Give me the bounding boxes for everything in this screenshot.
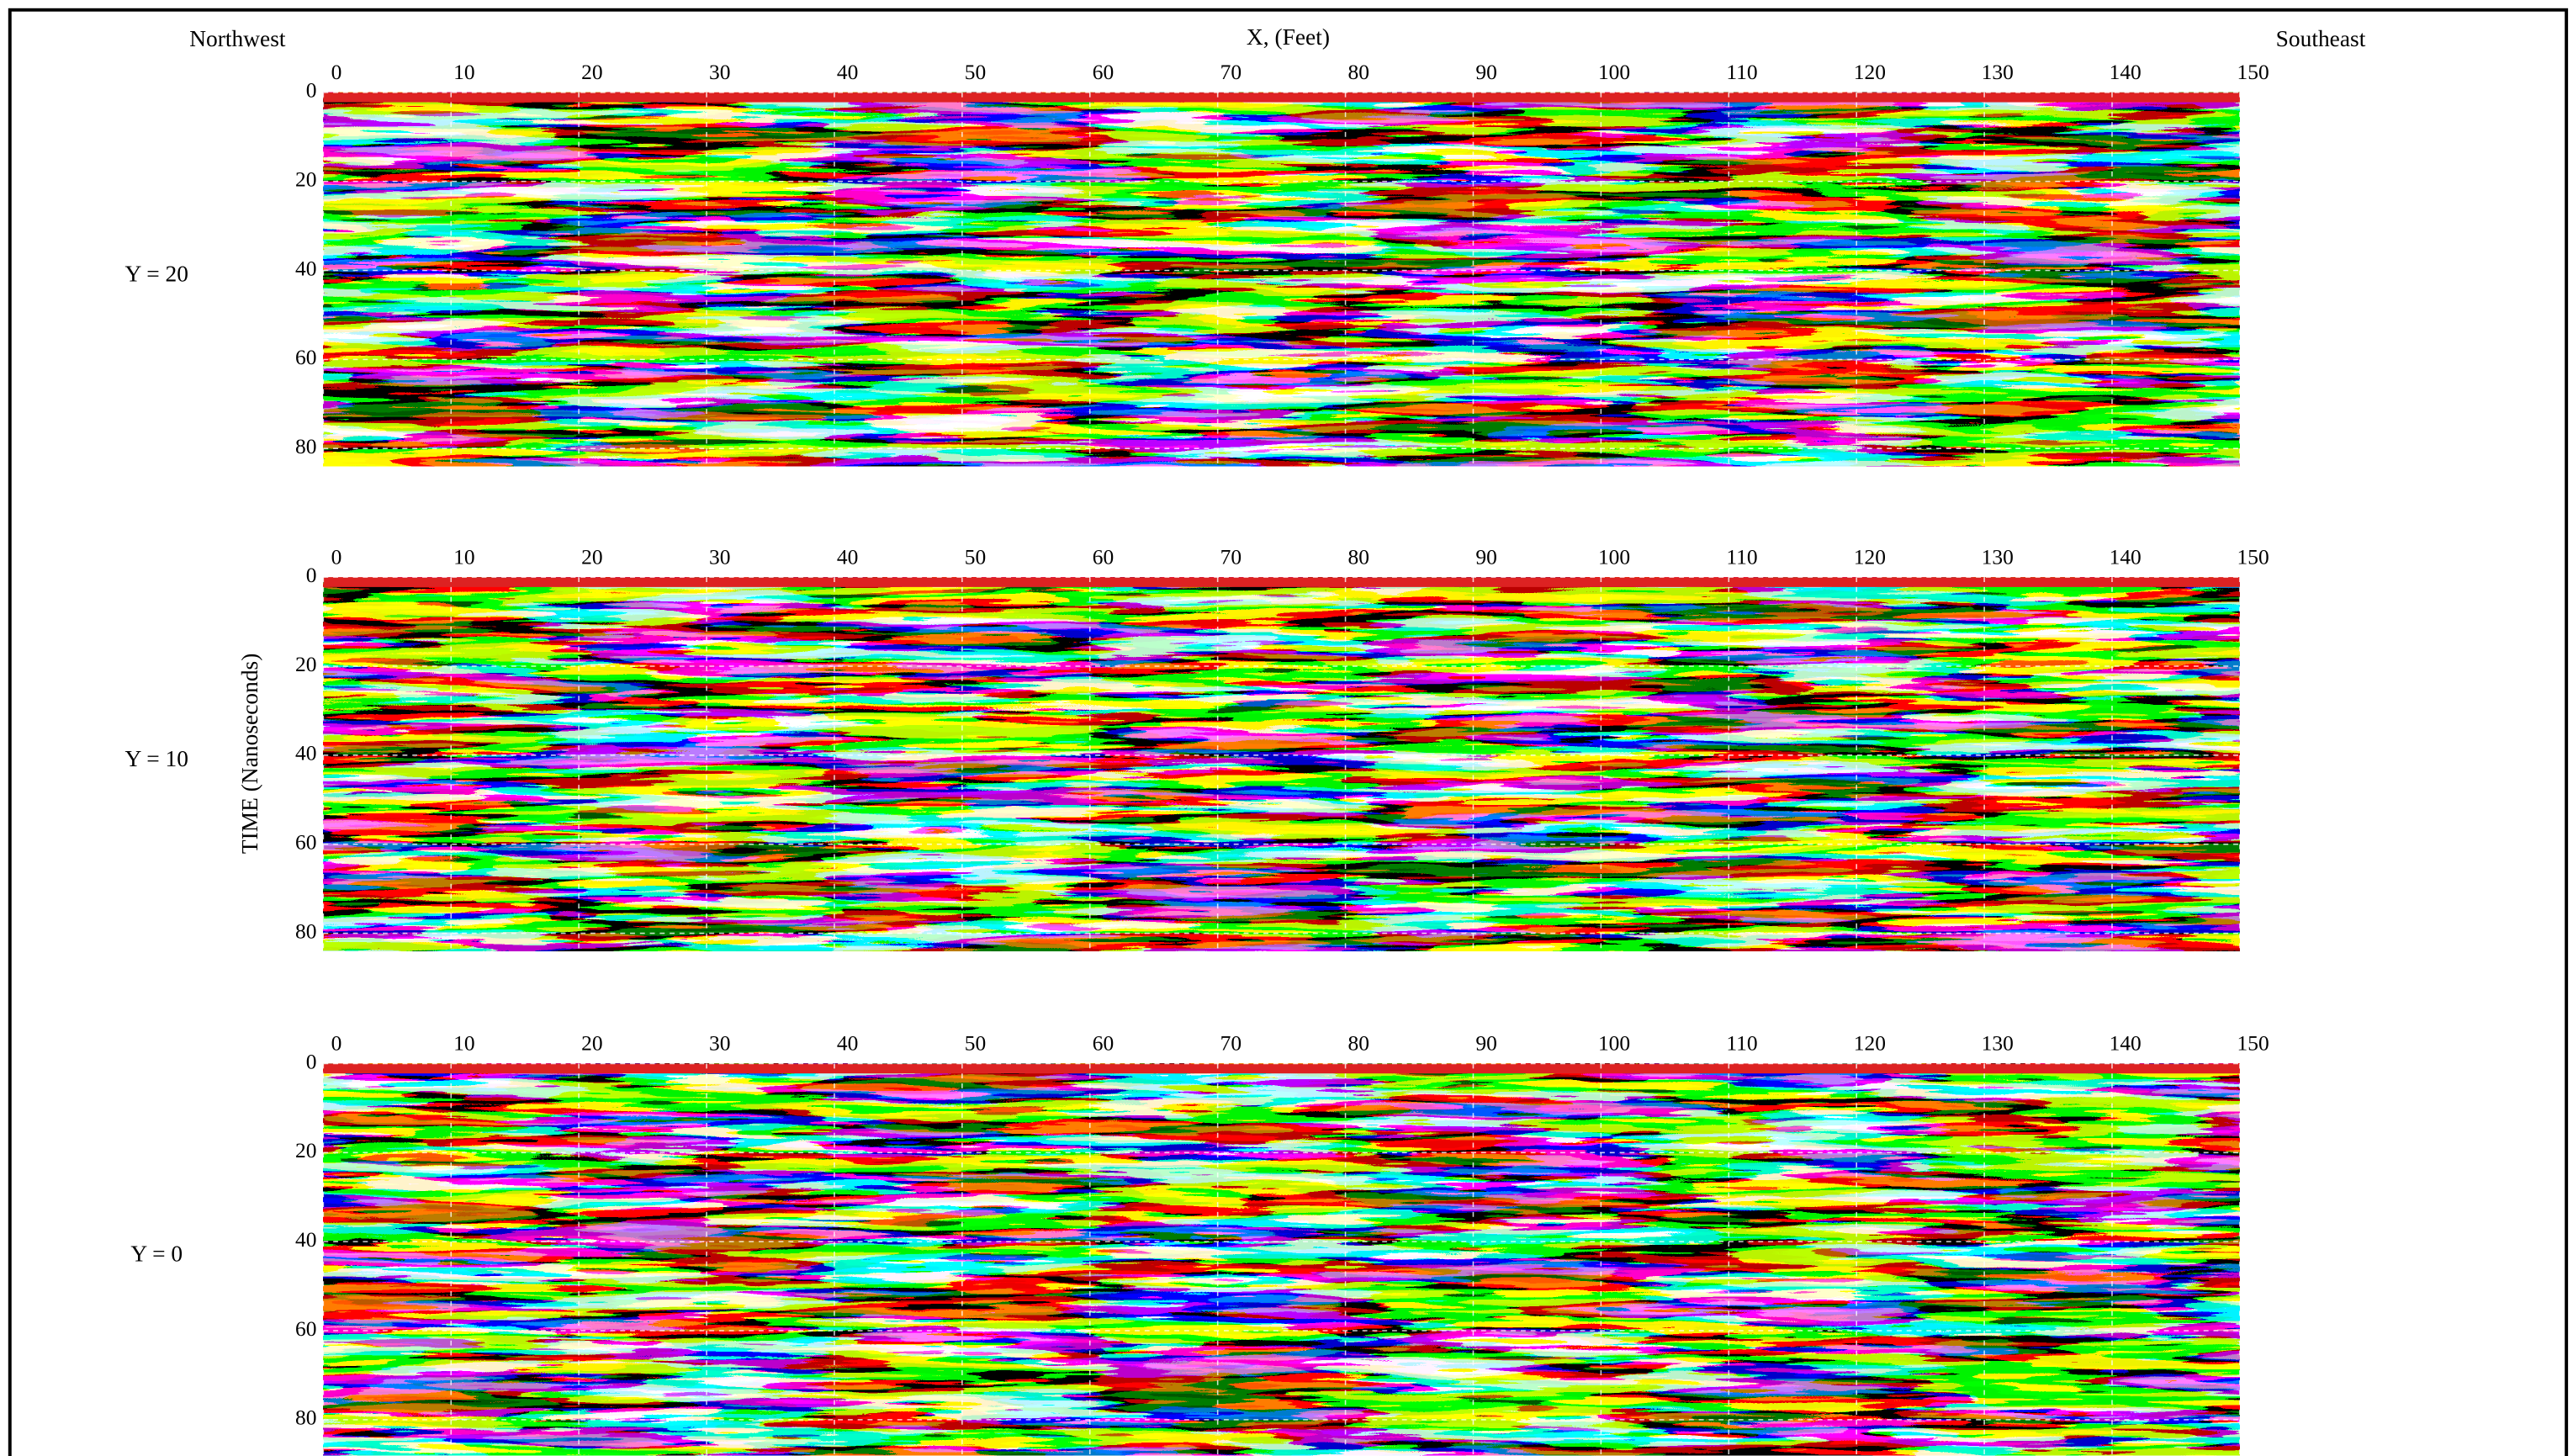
x-tick-label: 10 bbox=[453, 60, 474, 84]
y-tick-label: 60 bbox=[295, 345, 316, 369]
x-tick-label: 140 bbox=[2110, 544, 2142, 569]
x-tick-label: 120 bbox=[1854, 60, 1886, 84]
x-tick-label: 120 bbox=[1854, 544, 1886, 569]
x-tick-label: 150 bbox=[2237, 60, 2269, 84]
panel-label: Y = 0 bbox=[130, 1242, 183, 1267]
x-tick-label: 0 bbox=[331, 1031, 342, 1056]
x-tick-label: 80 bbox=[1348, 544, 1369, 569]
y-tick-label: 20 bbox=[295, 167, 316, 191]
panel-label: Y = 20 bbox=[125, 261, 188, 286]
x-tick-label: 90 bbox=[1475, 60, 1496, 84]
x-tick-label: 150 bbox=[2237, 1031, 2269, 1056]
y-tick-label: 0 bbox=[306, 1049, 317, 1073]
x-tick-label: 60 bbox=[1093, 544, 1114, 569]
x-tick-label: 20 bbox=[581, 60, 602, 84]
y-tick-label: 40 bbox=[295, 741, 316, 765]
x-tick-label: 110 bbox=[1726, 1031, 1757, 1056]
x-tick-label: 130 bbox=[1982, 1031, 2014, 1056]
y-tick-label: 80 bbox=[295, 434, 316, 458]
x-tick-label: 10 bbox=[453, 544, 474, 569]
x-tick-label: 110 bbox=[1726, 60, 1757, 84]
x-tick-label: 30 bbox=[709, 544, 730, 569]
y-tick-label: 20 bbox=[295, 652, 316, 676]
x-tick-label: 20 bbox=[581, 1031, 602, 1056]
x-tick-label: 100 bbox=[1598, 1031, 1630, 1056]
y-tick-label: 80 bbox=[295, 1406, 316, 1430]
y-tick-label: 60 bbox=[295, 830, 316, 855]
x-tick-label: 70 bbox=[1220, 544, 1241, 569]
x-tick-label: 90 bbox=[1475, 544, 1496, 569]
x-tick-label: 70 bbox=[1220, 60, 1241, 84]
x-axis-title: X, (Feet) bbox=[1247, 24, 1330, 50]
x-tick-label: 50 bbox=[965, 1031, 986, 1056]
left-direction: Northwest bbox=[189, 26, 286, 51]
x-tick-label: 100 bbox=[1598, 60, 1630, 84]
y-tick-label: 80 bbox=[295, 919, 316, 943]
x-tick-label: 30 bbox=[709, 1031, 730, 1056]
x-tick-label: 80 bbox=[1348, 1031, 1369, 1056]
y-tick-label: 40 bbox=[295, 1227, 316, 1252]
x-tick-label: 10 bbox=[453, 1031, 474, 1056]
x-tick-label: 50 bbox=[965, 60, 986, 84]
surface-band bbox=[323, 1063, 2240, 1074]
frame bbox=[8, 8, 2569, 1456]
x-tick-label: 20 bbox=[581, 544, 602, 569]
x-tick-label: 0 bbox=[331, 544, 342, 569]
x-tick-label: 90 bbox=[1475, 1031, 1496, 1056]
x-tick-label: 40 bbox=[837, 544, 858, 569]
x-tick-label: 110 bbox=[1726, 544, 1757, 569]
x-tick-label: 150 bbox=[2237, 544, 2269, 569]
surface-band bbox=[323, 92, 2240, 103]
x-tick-label: 140 bbox=[2110, 60, 2142, 84]
x-tick-label: 0 bbox=[331, 60, 342, 84]
x-tick-label: 60 bbox=[1093, 60, 1114, 84]
x-tick-label: 60 bbox=[1093, 1031, 1114, 1056]
y-tick-label: 40 bbox=[295, 256, 316, 280]
surface-band bbox=[323, 577, 2240, 587]
x-tick-label: 130 bbox=[1982, 60, 2014, 84]
x-tick-label: 130 bbox=[1982, 544, 2014, 569]
x-tick-label: 100 bbox=[1598, 544, 1630, 569]
panel-label: Y = 10 bbox=[125, 746, 188, 771]
x-tick-label: 70 bbox=[1220, 1031, 1241, 1056]
y-tick-label: 60 bbox=[295, 1316, 316, 1341]
radargram bbox=[323, 577, 2240, 951]
x-tick-label: 40 bbox=[837, 1031, 858, 1056]
y-tick-label: 0 bbox=[306, 78, 317, 103]
radargram bbox=[323, 92, 2240, 467]
x-tick-label: 140 bbox=[2110, 1031, 2142, 1056]
x-tick-label: 80 bbox=[1348, 60, 1369, 84]
y-axis-title: TIME (Nanoseconds) bbox=[237, 654, 262, 854]
x-tick-label: 120 bbox=[1854, 1031, 1886, 1056]
x-tick-label: 40 bbox=[837, 60, 858, 84]
x-tick-label: 50 bbox=[965, 544, 986, 569]
y-tick-label: 0 bbox=[306, 563, 317, 587]
right-direction: Southeast bbox=[2276, 26, 2366, 51]
x-tick-label: 30 bbox=[709, 60, 730, 84]
radargram bbox=[323, 1063, 2240, 1456]
y-tick-label: 20 bbox=[295, 1138, 316, 1162]
